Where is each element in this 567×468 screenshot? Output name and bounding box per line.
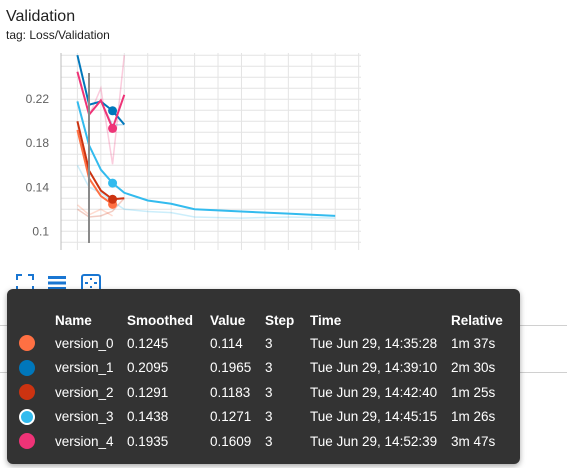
tooltip-smoothed-cell: 0.1245 bbox=[127, 335, 169, 351]
series-raw-line bbox=[76, 204, 113, 217]
tooltip-relative-cell: 2m 30s bbox=[451, 360, 496, 376]
tooltip-row: version_1 0.2095 0.1965 3 Tue Jun 29, 14:39:… bbox=[19, 356, 509, 381]
tooltip-value-cell: 0.1609 bbox=[210, 433, 252, 449]
tooltip-row: version_0 0.1245 0.114 3 Tue Jun 29, 14:35:2… bbox=[19, 331, 509, 356]
series-hover-marker bbox=[108, 123, 118, 133]
series-color-dot bbox=[19, 335, 35, 352]
tooltip-name-cell: version_0 bbox=[55, 335, 114, 351]
tooltip-relative-cell: 3m 47s bbox=[451, 433, 496, 449]
tooltip-name-cell: version_2 bbox=[55, 384, 114, 400]
card-tag: tag: Loss/Validation bbox=[6, 28, 110, 42]
smoothed-header: Smoothed bbox=[127, 312, 193, 328]
tooltip-smoothed-cell: 0.1935 bbox=[127, 433, 169, 449]
tooltip-step-cell: 3 bbox=[265, 360, 273, 376]
series-smoothed-line bbox=[76, 71, 126, 132]
tooltip-value-cell: 0.114 bbox=[210, 335, 243, 351]
series-raw-line bbox=[76, 197, 125, 218]
tooltip-relative-cell: 1m 37s bbox=[451, 335, 496, 351]
y-tick-label: 0.14 bbox=[26, 180, 50, 194]
tooltip-step-cell: 3 bbox=[265, 409, 273, 425]
series-smoothed-line bbox=[76, 101, 336, 217]
tooltip-value-cell: 0.1271 bbox=[210, 409, 252, 425]
relative-header: Relative bbox=[451, 312, 503, 328]
tooltip-time-cell: Tue Jun 29, 14:39:10 bbox=[310, 360, 438, 376]
tooltip-step-cell: 3 bbox=[265, 433, 273, 449]
y-tick-label: 0.1 bbox=[32, 224, 49, 238]
tooltip-step-cell: 3 bbox=[265, 384, 273, 400]
tooltip-smoothed-cell: 0.2095 bbox=[127, 360, 169, 376]
tooltip-time-cell: Tue Jun 29, 14:52:39 bbox=[310, 433, 438, 449]
color-header bbox=[19, 309, 55, 331]
tooltip-relative-cell: 1m 25s bbox=[451, 384, 496, 400]
tooltip-row: version_2 0.1291 0.1183 3 Tue Jun 29, 14:42:… bbox=[19, 380, 509, 405]
series-color-dot bbox=[19, 384, 35, 401]
time-header: Time bbox=[310, 312, 342, 328]
tooltip-name-cell: version_3 bbox=[55, 409, 114, 425]
tooltip-row: version_3 0.1438 0.1271 3 Tue Jun 29, 14:45:… bbox=[19, 405, 509, 430]
tooltip-time-cell: Tue Jun 29, 14:45:15 bbox=[310, 409, 438, 425]
series-hover-marker bbox=[108, 194, 118, 204]
fullscreen-icon[interactable] bbox=[14, 272, 36, 294]
tooltip-row: version_4 0.1935 0.1609 3 Tue Jun 29, 14:52:… bbox=[19, 429, 509, 454]
series-smoothed-line bbox=[76, 129, 114, 206]
tooltip-name-cell: version_4 bbox=[55, 433, 114, 449]
tooltip-smoothed-cell: 0.1438 bbox=[127, 409, 169, 425]
series-color-cell bbox=[19, 429, 55, 454]
hover-tooltip: Name Smoothed Value Step Time Relative v… bbox=[7, 289, 520, 464]
tooltip-value-cell: 0.1965 bbox=[210, 360, 252, 376]
series-color-dot bbox=[19, 359, 35, 376]
step-header: Step bbox=[265, 312, 295, 328]
series-color-cell bbox=[19, 356, 55, 381]
y-tick-label: 0.18 bbox=[26, 136, 50, 150]
tooltip-time-cell: Tue Jun 29, 14:42:40 bbox=[310, 384, 438, 400]
series-color-dot bbox=[19, 433, 35, 450]
tooltip-time-cell: Tue Jun 29, 14:35:28 bbox=[310, 335, 438, 351]
tooltip-value-cell: 0.1183 bbox=[210, 384, 251, 400]
value-header: Value bbox=[210, 312, 246, 328]
tooltip-step-cell: 3 bbox=[265, 335, 273, 351]
tooltip-table: Name Smoothed Value Step Time Relative v… bbox=[19, 309, 509, 454]
tooltip-name-cell: version_1 bbox=[55, 360, 114, 376]
y-tick-label: 0.22 bbox=[26, 92, 50, 106]
chart-area[interactable]: 0.22 0.18 0.14 0.1 bbox=[0, 0, 567, 270]
card-title: Validation bbox=[6, 8, 76, 25]
data-table-icon[interactable] bbox=[46, 272, 68, 294]
series-color-cell bbox=[19, 331, 55, 356]
series-color-cell bbox=[19, 405, 55, 430]
name-header: Name bbox=[55, 312, 92, 328]
series-hover-marker bbox=[108, 178, 118, 188]
series-hover-marker bbox=[108, 106, 118, 116]
tooltip-header-row: Name Smoothed Value Step Time Relative bbox=[19, 309, 509, 331]
series-color-dot bbox=[19, 408, 35, 425]
series-color-cell bbox=[19, 380, 55, 405]
tooltip-smoothed-cell: 0.1291 bbox=[127, 384, 169, 400]
tooltip-relative-cell: 1m 26s bbox=[451, 409, 496, 425]
